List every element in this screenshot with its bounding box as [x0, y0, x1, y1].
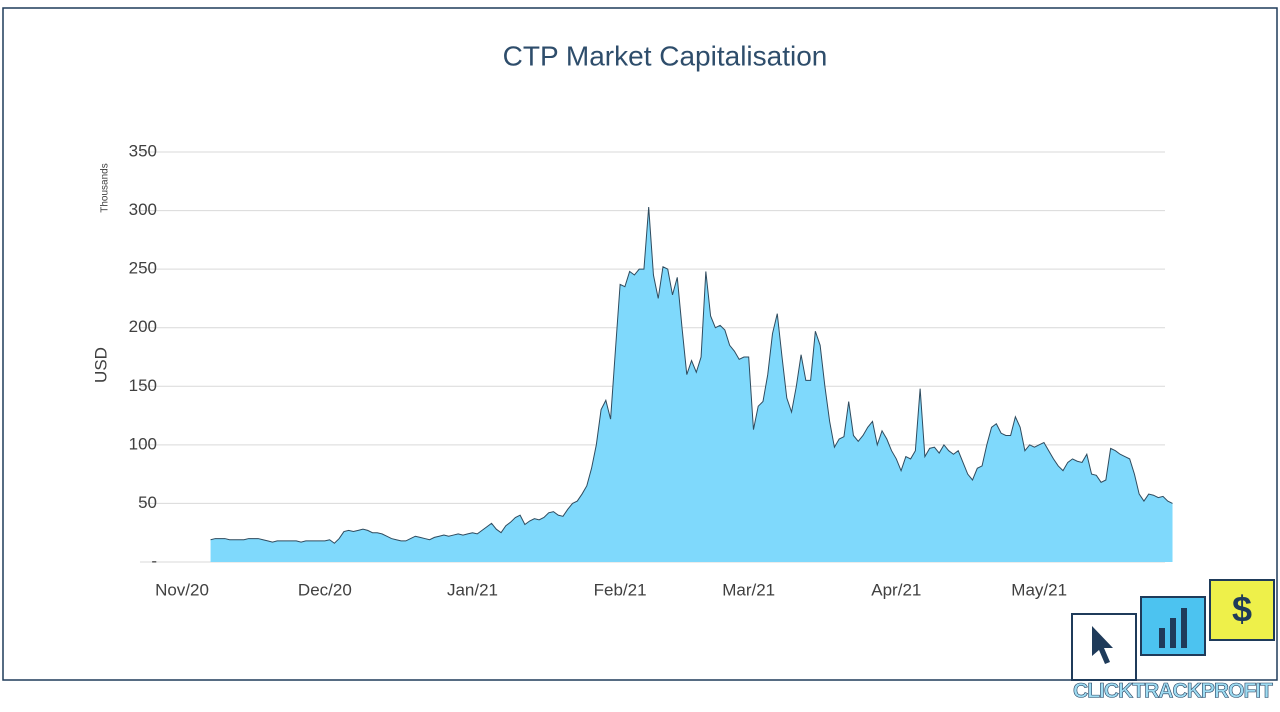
y-tick-label: 100: [129, 434, 157, 453]
x-tick-label: Dec/20: [298, 580, 352, 599]
x-tick-label: Nov/20: [155, 580, 209, 599]
y-tick-label: 250: [129, 259, 157, 278]
y-tick-label: 50: [138, 493, 157, 512]
x-tick-label: Mar/21: [722, 580, 775, 599]
logo-text: CLICKTRACKPROFIT: [1073, 680, 1273, 703]
area: [210, 207, 1173, 562]
logo-bar: [1159, 628, 1165, 648]
x-tick-label: Feb/21: [594, 580, 647, 599]
y-tick-label: 150: [129, 376, 157, 395]
area-line: [210, 207, 1173, 544]
logo-bar: [1170, 618, 1176, 648]
logo-bar: [1181, 608, 1187, 648]
x-tick-label: Jan/21: [447, 580, 498, 599]
x-tick-label: Apr/21: [871, 580, 921, 599]
display-unit: Thousands: [100, 163, 111, 212]
y-tick-label: 300: [129, 200, 157, 219]
logo-box: [1071, 613, 1137, 681]
logo-cursor: [1092, 626, 1113, 664]
logo: $ CLICKTRACKPROFIT: [1071, 579, 1275, 703]
y-tick-label: -: [151, 551, 157, 570]
logo-box: [1209, 579, 1275, 641]
y-tick-label: 200: [129, 317, 157, 336]
x-tick-label: May/21: [1011, 580, 1067, 599]
y-tick-label: 350: [129, 141, 157, 160]
frame: [2, 7, 1278, 681]
y-axis-label: USD: [91, 347, 110, 383]
logo-dollar: $: [1232, 589, 1252, 630]
chart-title: CTP Market Capitalisation: [503, 40, 828, 71]
